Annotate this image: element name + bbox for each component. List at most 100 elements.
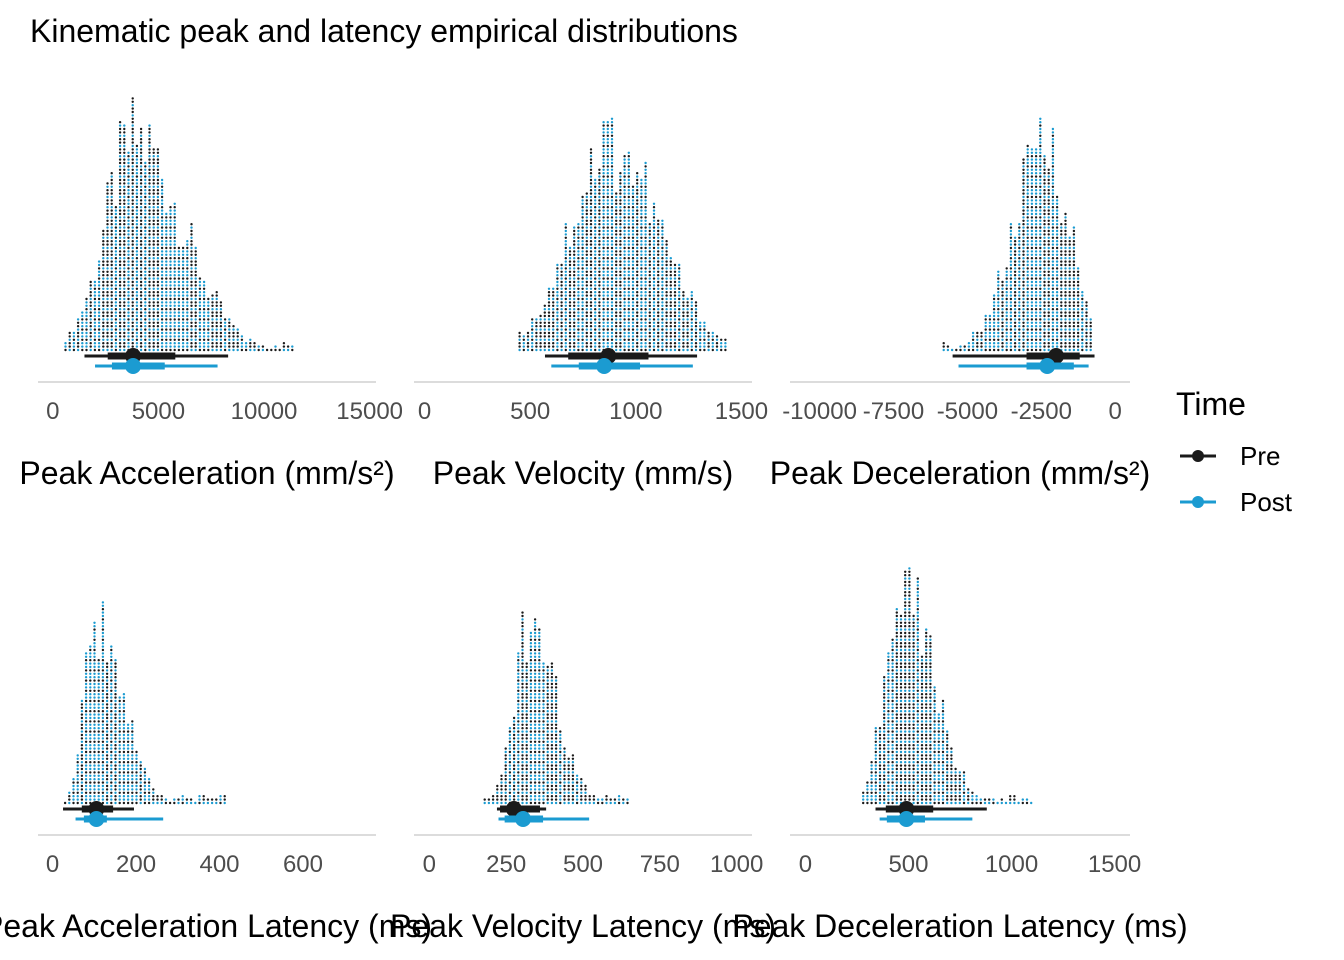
dot — [106, 348, 109, 352]
dot — [1009, 311, 1013, 314]
dot — [1047, 250, 1050, 253]
dot — [223, 348, 227, 352]
dot — [186, 297, 189, 301]
dot — [93, 345, 97, 348]
dot — [619, 195, 622, 199]
dot — [606, 161, 609, 165]
dot — [1047, 287, 1050, 290]
dot — [1047, 236, 1050, 239]
dot — [1089, 328, 1092, 331]
dot — [1039, 144, 1042, 148]
dot — [102, 270, 105, 273]
x-tick-label: 5000 — [132, 398, 185, 425]
dot — [594, 274, 597, 277]
dot — [291, 348, 294, 352]
dot — [1039, 226, 1042, 229]
dot — [521, 727, 524, 730]
dot — [89, 662, 92, 665]
dot — [211, 297, 214, 301]
dot — [517, 767, 520, 771]
dot — [177, 311, 181, 314]
dot — [123, 199, 126, 202]
dot — [131, 781, 134, 784]
dot — [568, 328, 572, 331]
dot — [194, 263, 197, 267]
dot — [223, 328, 227, 331]
dot — [110, 335, 113, 338]
dot — [131, 280, 134, 284]
dot — [1055, 253, 1059, 256]
dot — [1043, 308, 1046, 311]
dot — [661, 223, 664, 226]
dot — [665, 294, 668, 297]
dot — [93, 665, 96, 669]
dot — [211, 308, 214, 311]
dot — [631, 321, 635, 324]
dot — [131, 172, 134, 175]
dot — [619, 233, 622, 236]
dot — [181, 331, 185, 335]
dot — [627, 345, 630, 348]
dot — [508, 744, 512, 747]
dot — [173, 335, 176, 338]
dot — [110, 703, 113, 706]
dot — [631, 342, 635, 345]
dot — [148, 127, 151, 131]
dot — [102, 267, 105, 270]
dot — [110, 791, 113, 794]
dot — [1043, 345, 1046, 348]
dot — [89, 781, 92, 784]
dot — [97, 747, 100, 750]
dot — [636, 311, 639, 314]
dot — [207, 345, 210, 348]
dot — [114, 740, 117, 743]
dot — [585, 311, 588, 314]
dot — [1005, 311, 1008, 314]
dot — [181, 795, 184, 798]
dot — [105, 740, 109, 743]
dot — [118, 345, 122, 348]
dot — [627, 267, 630, 270]
dot — [84, 744, 88, 747]
dot — [552, 318, 555, 321]
dot — [102, 318, 105, 321]
dot — [1030, 195, 1034, 199]
dot — [623, 314, 626, 318]
dot — [606, 168, 609, 171]
dot — [631, 206, 635, 209]
dot — [1018, 342, 1021, 345]
dot — [105, 801, 109, 805]
dot — [1005, 335, 1008, 338]
dot — [581, 199, 584, 202]
dot — [110, 195, 113, 199]
dot — [678, 274, 681, 277]
dot — [661, 304, 664, 307]
dot — [560, 284, 563, 287]
dot — [564, 223, 567, 226]
dot — [110, 270, 113, 273]
dot — [594, 318, 597, 321]
dot — [89, 665, 92, 669]
dot — [1022, 165, 1025, 168]
dot — [122, 710, 126, 713]
dot — [508, 747, 512, 750]
dot — [160, 342, 164, 345]
dot — [556, 321, 559, 324]
dot — [636, 185, 639, 188]
dot — [1076, 270, 1080, 273]
dot — [615, 236, 618, 239]
dot — [585, 287, 588, 290]
dot — [93, 625, 96, 628]
dot — [585, 246, 588, 250]
dot — [665, 284, 668, 287]
dot — [1034, 182, 1038, 185]
dot — [1047, 304, 1050, 307]
dot — [97, 277, 101, 280]
dot — [102, 233, 105, 236]
dot — [508, 750, 512, 754]
dot — [602, 328, 605, 331]
dot — [589, 328, 593, 331]
dot — [703, 328, 706, 331]
dot — [525, 757, 528, 760]
dot — [665, 246, 668, 250]
